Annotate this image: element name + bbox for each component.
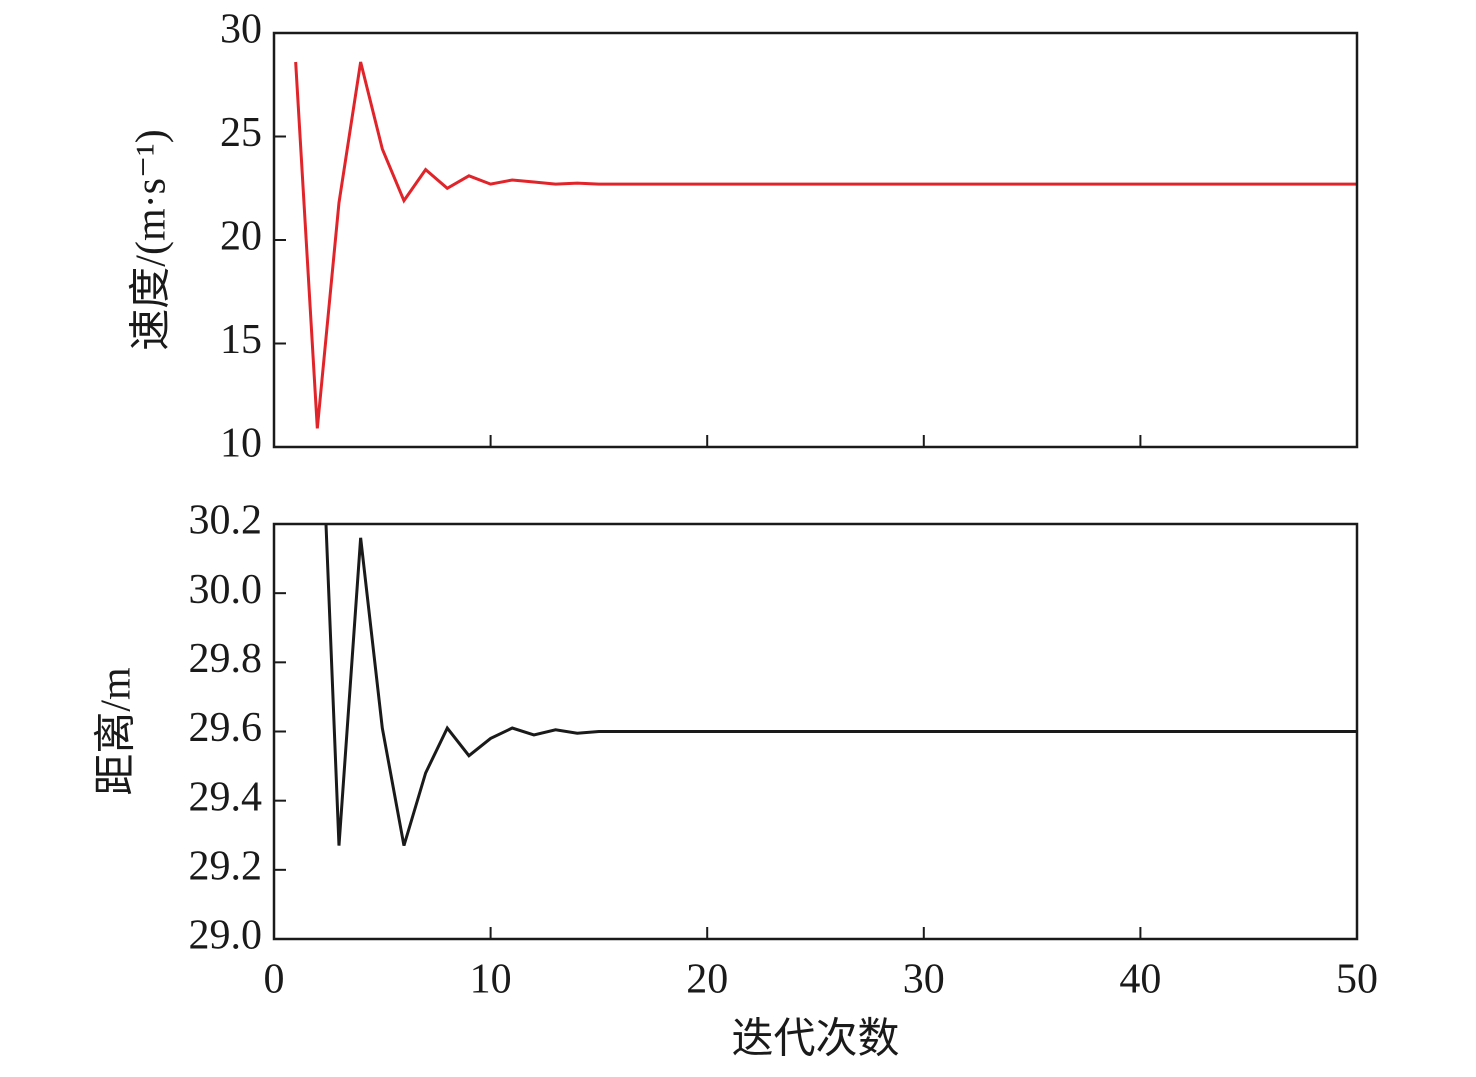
x-tick-label: 0 [264,957,285,1003]
y-tick-label: 10 [220,421,262,467]
x-tick-label: 10 [470,957,512,1003]
y-tick-label: 25 [220,110,262,156]
plot-frame [272,522,1359,941]
y-tick-label: 29.8 [189,636,263,682]
y-axis-label: 速度/(m·s⁻¹) [129,129,175,350]
y-tick-label: 15 [220,317,262,363]
y-tick-label: 30.2 [189,498,263,544]
x-tick-label: 40 [1119,957,1161,1003]
x-tick-label: 50 [1336,957,1378,1003]
y-tick-label: 29.2 [189,843,263,889]
y-tick-label: 20 [220,214,262,260]
data-line [294,61,1357,429]
y-tick-label: 29.6 [189,705,263,751]
y-axis-label: 距离/m [93,667,140,796]
y-tick-label: 30.0 [189,567,263,613]
y-tick-label: 29.4 [189,774,263,820]
data-line [324,524,1357,847]
x-axis-label: 迭代次数 [731,1017,899,1063]
y-tick-label: 29.0 [189,913,263,959]
y-tick-label: 30 [220,7,262,53]
plot-frame [272,31,1359,449]
x-tick-label: 20 [686,957,728,1003]
x-tick-label: 30 [903,957,945,1003]
